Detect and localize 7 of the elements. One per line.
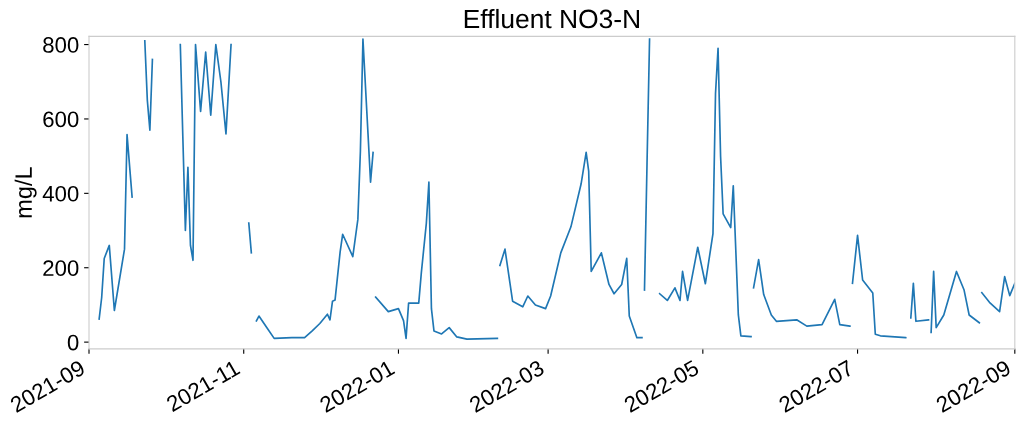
y-tick-label: 200	[43, 260, 79, 277]
y-tick-label: 0	[67, 334, 79, 351]
y-tick-label: 400	[42, 185, 79, 202]
chart-title: Effluent NO3-N	[464, 8, 639, 29]
y-tick-label: 600	[43, 111, 79, 128]
y-axis-title: mg/L	[14, 167, 37, 218]
y-tick-label: 800	[43, 37, 79, 53]
